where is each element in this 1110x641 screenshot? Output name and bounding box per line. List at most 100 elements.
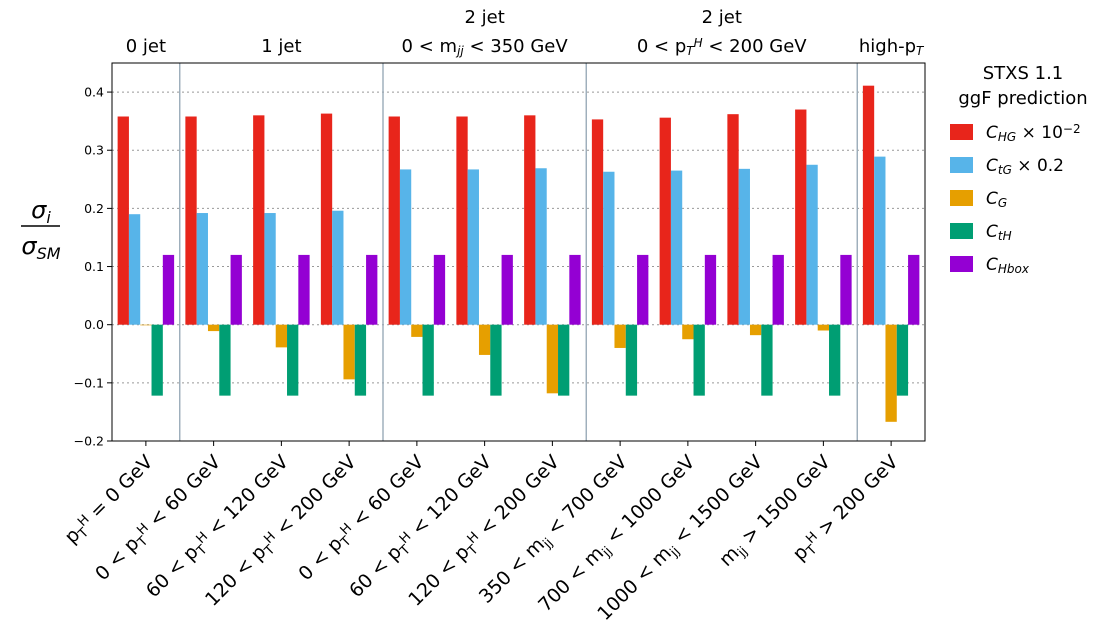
bar-series-2-cat-7 <box>614 324 626 348</box>
bar-series-1-cat-4 <box>399 169 412 325</box>
bar-series-4-cat-4 <box>433 254 446 325</box>
y-axis: −0.2 −0.1 0.0 0.1 0.2 0.3 0.4 <box>74 85 112 449</box>
bar-series-1-cat-8 <box>670 170 683 325</box>
x-tick-label: 0 < pTH < 60 GeV <box>91 451 227 587</box>
legend-subtitle: ggF prediction <box>958 88 1087 109</box>
y-tick-label: 0.1 <box>84 259 104 274</box>
x-tick-label: 0 < pTH < 60 GeV <box>294 451 430 587</box>
bar-series-3-cat-8 <box>693 324 705 396</box>
bar-series-2-cat-3 <box>343 324 355 380</box>
plot-frame <box>111 62 926 442</box>
bar-series-1-cat-3 <box>332 210 344 325</box>
group-label: 2 jet <box>464 7 504 28</box>
legend-swatch <box>950 124 973 140</box>
bar-series-1-cat-5 <box>467 169 479 325</box>
group-label: 0 < pTH < 200 GeV <box>637 36 807 58</box>
bar-series-0-cat-3 <box>320 113 333 325</box>
bar-series-2-cat-1 <box>207 324 220 332</box>
group-labels: 0 jet 1 jet 2 jet 0 < mjj < 350 GeV 2 jet 0 <… <box>126 7 925 58</box>
bar-series-0-cat-6 <box>524 115 536 325</box>
bar-series-2-cat-0 <box>140 324 152 326</box>
legend-entry: CtG × 0.2 <box>986 156 1064 177</box>
group-label: 0 jet <box>126 36 166 57</box>
legend-swatch <box>950 190 973 206</box>
bar-series-4-cat-7 <box>637 254 649 325</box>
y-label-numerator: σi <box>31 196 51 227</box>
group-label: 2 jet <box>702 7 742 28</box>
legend: STXS 1.1 ggF prediction CHG × 10−2 CtG × 0.… <box>950 63 1088 276</box>
bar-series-0-cat-11 <box>862 85 875 325</box>
bar-series-3-cat-6 <box>558 324 570 396</box>
y-axis-label: σi σSM <box>21 196 61 263</box>
bar-series-4-cat-10 <box>840 254 852 325</box>
y-label-denominator: σSM <box>21 232 60 263</box>
bars-layer <box>117 85 920 422</box>
bar-series-1-cat-2 <box>264 213 276 325</box>
bar-series-4-cat-11 <box>908 254 920 325</box>
bar-series-1-cat-10 <box>806 164 818 325</box>
bar-series-4-cat-3 <box>366 254 378 325</box>
bar-series-2-cat-5 <box>478 324 491 355</box>
bar-series-0-cat-4 <box>388 116 400 325</box>
bar-series-0-cat-0 <box>117 116 129 325</box>
group-label: 0 < mjj < 350 GeV <box>402 36 569 58</box>
bar-series-4-cat-6 <box>569 254 581 325</box>
bar-series-3-cat-1 <box>219 324 231 396</box>
bar-series-3-cat-7 <box>625 324 638 396</box>
bar-series-0-cat-9 <box>727 114 739 325</box>
bar-series-4-cat-2 <box>298 254 310 325</box>
bar-series-0-cat-1 <box>185 116 197 325</box>
bar-series-1-cat-6 <box>535 168 547 325</box>
bar-series-3-cat-4 <box>422 324 434 396</box>
bar-series-1-cat-11 <box>874 156 886 325</box>
legend-title: STXS 1.1 <box>983 63 1064 84</box>
legend-entry: CtH <box>986 222 1012 243</box>
bar-series-1-cat-1 <box>196 213 208 325</box>
bar-series-0-cat-10 <box>795 109 807 325</box>
bar-series-0-cat-7 <box>591 119 604 325</box>
bar-series-0-cat-8 <box>659 117 671 325</box>
bar-series-1-cat-9 <box>738 168 750 325</box>
y-tick-label: −0.2 <box>74 434 104 449</box>
bar-series-3-cat-11 <box>896 324 909 396</box>
bar-series-3-cat-2 <box>287 324 299 396</box>
legend-swatch <box>950 157 973 173</box>
bar-series-3-cat-0 <box>151 324 163 396</box>
bar-series-2-cat-8 <box>682 324 694 340</box>
legend-swatch <box>950 256 973 272</box>
bar-series-0-cat-5 <box>456 116 468 325</box>
legend-entry: CHbox <box>986 255 1030 276</box>
bar-series-1-cat-7 <box>603 171 615 325</box>
legend-entry: CG <box>986 189 1007 210</box>
bar-series-2-cat-10 <box>817 324 830 331</box>
y-tick-label: −0.1 <box>74 375 104 390</box>
bar-series-4-cat-0 <box>162 254 175 325</box>
group-separators <box>179 63 858 441</box>
legend-swatch <box>950 223 973 239</box>
bar-series-1-cat-0 <box>128 214 141 325</box>
bar-series-2-cat-11 <box>885 324 897 422</box>
legend-entry: CHG × 10−2 <box>986 122 1081 144</box>
bar-series-0-cat-2 <box>253 115 265 325</box>
group-label: 1 jet <box>261 36 301 57</box>
y-tick-label: 0.4 <box>84 85 104 100</box>
bar-series-3-cat-3 <box>354 324 367 396</box>
bar-series-4-cat-5 <box>501 254 513 325</box>
bar-series-4-cat-8 <box>704 254 717 325</box>
bar-series-2-cat-6 <box>546 324 559 394</box>
bar-series-2-cat-9 <box>749 324 762 336</box>
bar-series-3-cat-10 <box>829 324 841 396</box>
y-tick-label: 0.3 <box>84 143 104 158</box>
bar-series-4-cat-1 <box>230 254 242 325</box>
y-tick-label: 0.0 <box>84 317 104 332</box>
bar-series-3-cat-9 <box>761 324 773 396</box>
bar-series-2-cat-4 <box>411 324 423 337</box>
bar-series-2-cat-2 <box>275 324 288 348</box>
y-tick-label: 0.2 <box>84 201 104 216</box>
group-label: high-pT <box>859 36 925 58</box>
bar-series-3-cat-5 <box>490 324 502 396</box>
bar-series-4-cat-9 <box>772 254 784 325</box>
grid-layer <box>112 91 925 442</box>
